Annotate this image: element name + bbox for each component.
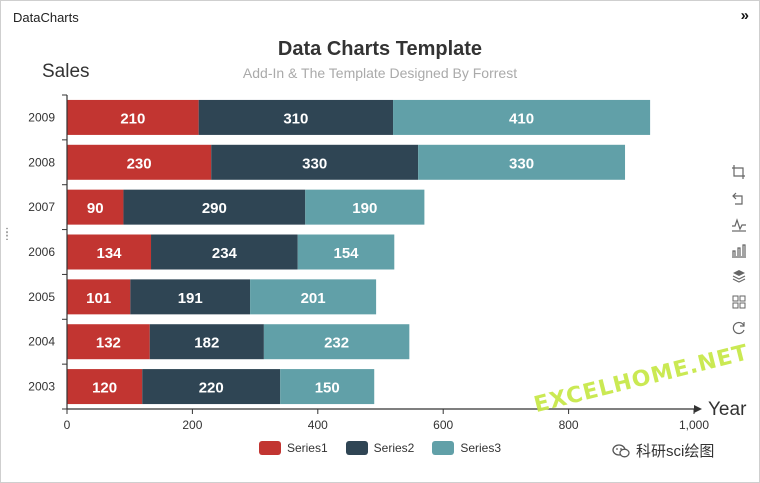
legend-item-series1[interactable]: Series1	[258, 437, 328, 459]
data-label-series1-2008: 230	[127, 155, 152, 172]
bar-series1-2003[interactable]	[67, 369, 143, 405]
x-tick-label-800: 800	[559, 418, 579, 432]
data-label-series3-2006: 154	[333, 245, 359, 262]
bar-series2-2005[interactable]	[130, 279, 251, 315]
data-label-series3-2005: 201	[301, 290, 326, 307]
wechat-icon	[612, 443, 630, 457]
stack-icon[interactable]	[729, 266, 749, 286]
legend-item-series3[interactable]: Series3	[432, 437, 501, 459]
bar-series2-2007[interactable]	[123, 189, 306, 225]
y-tick-label-2009: 2009	[28, 110, 55, 124]
bars-group: 120 220 150 132 182 232 101 191 201 134 234 154 90 29…	[67, 99, 651, 405]
bar-series3-2005[interactable]	[250, 279, 377, 315]
bar-chart-icon[interactable]	[729, 240, 749, 260]
x-tick-label-400: 400	[308, 418, 328, 432]
legend-item-series2[interactable]: Series2	[345, 437, 415, 459]
data-label-series2-2006: 234	[212, 245, 238, 262]
window-title: DataCharts	[13, 10, 79, 25]
legend-label: Series3	[460, 441, 502, 455]
collapse-panel-button[interactable]: »	[740, 7, 749, 24]
data-label-series1-2009: 210	[120, 110, 145, 127]
legend-swatch	[345, 441, 368, 455]
data-label-series3-2004: 232	[324, 335, 349, 352]
data-label-series2-2005: 191	[178, 290, 203, 307]
chart-legend: Series1 Series2 Series3	[0, 437, 760, 459]
y-tick-label-2007: 2007	[28, 200, 55, 214]
y-tick-label-2004: 2004	[28, 335, 55, 349]
x-tick-label-200: 200	[182, 418, 202, 432]
y-tick-label-2008: 2008	[28, 155, 55, 169]
bar-series1-2005[interactable]	[67, 279, 131, 315]
bar-series2-2008[interactable]	[211, 144, 419, 180]
chart-title: Data Charts Template	[278, 38, 482, 60]
line-chart-icon[interactable]	[729, 214, 749, 234]
data-label-series2-2007: 290	[202, 200, 227, 217]
x-axis-arrow	[694, 405, 702, 413]
data-label-series3-2008: 330	[509, 155, 534, 172]
data-label-series1-2007: 90	[87, 200, 104, 217]
bar-series1-2007[interactable]	[67, 189, 124, 225]
legend-swatch	[432, 441, 455, 455]
bar-series2-2006[interactable]	[151, 234, 298, 270]
data-label-series2-2008: 330	[302, 155, 327, 172]
bar-series3-2007[interactable]	[305, 189, 425, 225]
bar-series1-2006[interactable]	[67, 234, 152, 270]
undo-icon[interactable]	[729, 188, 749, 208]
bar-series3-2006[interactable]	[297, 234, 395, 270]
bar-series2-2003[interactable]	[142, 369, 281, 405]
bar-series2-2009[interactable]	[198, 99, 394, 135]
crop-icon[interactable]	[729, 162, 749, 182]
y-tick-label-2006: 2006	[28, 245, 55, 259]
legend-swatch	[258, 441, 281, 455]
x-axis-label: Year	[708, 399, 747, 420]
data-label-series2-2004: 182	[194, 335, 219, 352]
y-tick-label-2003: 2003	[28, 380, 55, 394]
legend-label: Series1	[286, 441, 328, 455]
y-tick-label-2005: 2005	[28, 290, 55, 304]
data-label-series2-2003: 220	[199, 380, 224, 397]
grid-icon[interactable]	[729, 292, 749, 312]
data-label-series3-2007: 190	[352, 200, 377, 217]
toolbox	[729, 162, 751, 344]
wechat-label: 科研sci绘图	[636, 443, 715, 460]
bar-series3-2009[interactable]	[393, 99, 651, 135]
title-bar: DataCharts »	[1, 1, 759, 35]
x-tick-label-0: 0	[64, 418, 71, 432]
bar-series2-2004[interactable]	[149, 324, 264, 360]
legend-label: Series2	[373, 441, 415, 455]
x-tick-label-600: 600	[433, 418, 453, 432]
refresh-icon[interactable]	[729, 318, 749, 338]
bar-series1-2009[interactable]	[67, 99, 199, 135]
data-label-series1-2003: 120	[92, 380, 117, 397]
data-label-series2-2009: 310	[283, 110, 308, 127]
data-label-series3-2009: 410	[509, 110, 534, 127]
data-label-series1-2006: 134	[96, 245, 122, 262]
wechat-signature: 科研sci绘图	[612, 440, 714, 461]
x-tick-label-1,000: 1,000	[679, 418, 709, 432]
data-label-series3-2003: 150	[315, 380, 340, 397]
bar-series3-2004[interactable]	[263, 324, 410, 360]
data-label-series1-2005: 101	[86, 290, 111, 307]
bar-series3-2003[interactable]	[280, 369, 375, 405]
data-label-series1-2004: 132	[96, 335, 121, 352]
bar-series1-2004[interactable]	[67, 324, 150, 360]
bar-series3-2008[interactable]	[418, 144, 626, 180]
bar-series1-2008[interactable]	[67, 144, 212, 180]
axes-group: 2003 2004 2005 2006 2007 2008 2009 0 200 400 600 80…	[28, 94, 709, 432]
y-axis-label: Sales	[42, 61, 90, 82]
chart-subtitle: Add-In & The Template Designed By Forres…	[243, 65, 517, 81]
